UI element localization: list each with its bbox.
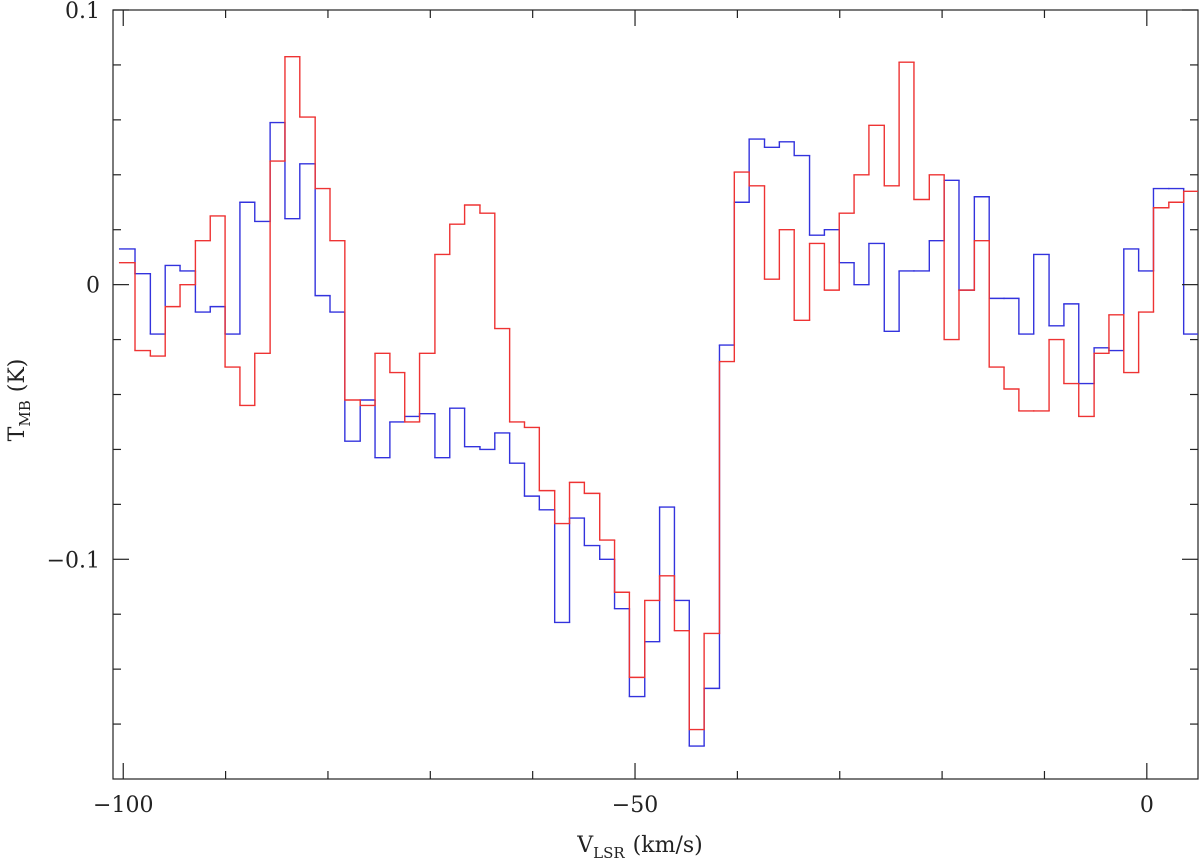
y-tick-label: −0.1 [47,548,100,573]
x-tick-label: −100 [93,793,153,818]
y-tick-label: 0.1 [65,0,100,24]
x-label-main: V [576,833,594,858]
plot-frame [112,9,1199,780]
y-label-sub: MB [16,400,34,426]
x-tick-label: −50 [612,793,658,818]
x-tick-label: 0 [1140,793,1154,818]
x-axis-label: VLSR (km/s) [576,833,702,862]
y-tick-label: 0 [86,274,100,299]
plot-area [118,55,1198,747]
x-label-sub: LSR [593,844,625,862]
y-axis-label: TMB (K) [5,359,34,442]
y-label-main: T [5,426,30,441]
x-label-unit: (km/s) [633,833,703,858]
y-label-unit: (K) [5,359,30,393]
